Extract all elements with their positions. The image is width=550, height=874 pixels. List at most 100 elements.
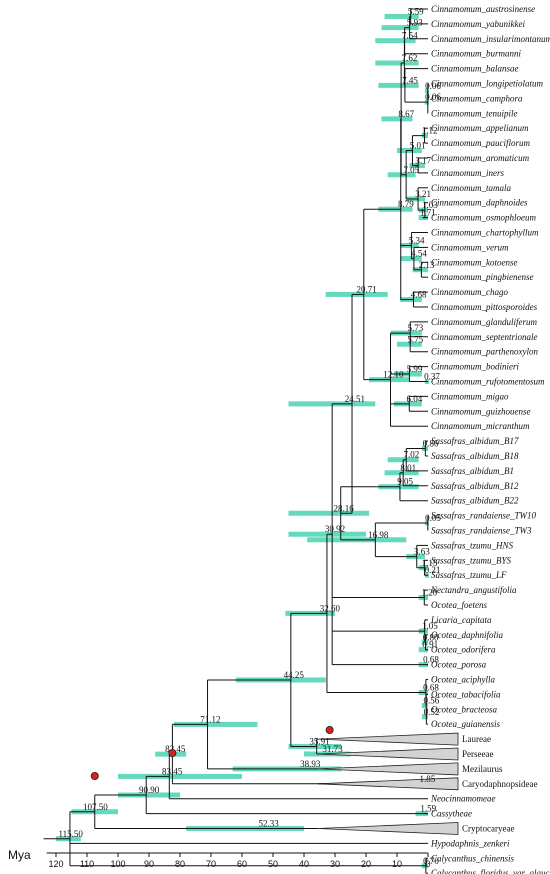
- tip-label-cinnamomum-verum: Cinnamomum_verum: [431, 242, 509, 252]
- node-age-label: 3.17: [415, 155, 431, 165]
- collapsed-clade-triangle: [317, 732, 459, 746]
- tip-label-mezilaurus: Mezilaurus: [462, 764, 503, 774]
- tip-label-laureae: Laureae: [462, 734, 491, 744]
- tip-label-cinnamomum-pauciflorum: Cinnamomum_pauciflorum: [431, 138, 531, 148]
- node-age-label: 9.05: [397, 477, 413, 487]
- hpd-bar: [424, 88, 429, 94]
- tip-label-sassafras-albidum-b18: Sassafras_albidum_B18: [431, 451, 519, 461]
- tip-label-ocotea-daphnifolia: Ocotea_daphnifolia: [431, 630, 503, 640]
- node-age-label: 28.16: [333, 503, 354, 513]
- node-age-label: 52.33: [259, 819, 280, 829]
- tip-label-cinnamomum-insularimontanum: Cinnamomum_insularimontanum: [431, 34, 550, 44]
- collapsed-clade-triangle: [317, 747, 459, 761]
- node-age-labels: 5.59 5.93 7.54 0.060.06 7.45 7.62 1.12 3.17 5.01…: [59, 6, 442, 865]
- node-age-label: 0.05: [425, 513, 441, 523]
- tip-label-cinnamomum-camphora: Cinnamomum_camphora: [431, 93, 523, 103]
- tip-label-cinnamomum-burmanni: Cinnamomum_burmanni: [431, 49, 522, 59]
- node-age-label: 5.93: [407, 18, 423, 28]
- tip-label-sassafras-tzumu-bys: Sassafras_tzumu_BYS: [431, 555, 512, 565]
- node-age-label: 5.73: [407, 323, 423, 333]
- node-age-label: 7.62: [402, 53, 418, 63]
- node-age-label: 107.50: [83, 802, 108, 812]
- tip-labels: Cinnamomum_austrosinense Cinnamomum_yabun…: [430, 4, 550, 874]
- tip-label-cinnamomum-yabunikkei: Cinnamomum_yabunikkei: [431, 19, 525, 29]
- node-age-label: 30.92: [325, 524, 345, 534]
- node-age-label: 0.06: [425, 81, 441, 91]
- node-age-label: 0.70: [423, 856, 439, 866]
- hpd-bar: [375, 60, 419, 66]
- node-age-label: 1.20: [422, 588, 438, 598]
- tip-label-sassafras-tzumu-lf: Sassafras_tzumu_LF: [431, 570, 507, 580]
- node-age-label: 0.21: [425, 565, 441, 575]
- node-age-label: 5.75: [407, 334, 423, 344]
- node-age-label: 31.73: [322, 744, 343, 754]
- hpd-bar: [421, 714, 428, 720]
- tip-label-sassafras-tzumu-hns: Sassafras_tzumu_HNS: [431, 540, 514, 550]
- node-age-label: 90.90: [139, 785, 160, 795]
- tip-label-sassafras-albidum-b1: Sassafras_albidum_B1: [431, 466, 514, 476]
- calibration-point-marker: [90, 772, 99, 781]
- tip-label-calycanthus-chinensis: Calycanthus_chinensis: [431, 853, 514, 863]
- tip-label-cinnamomum-appelianum: Cinnamomum_appelianum: [431, 123, 529, 133]
- node-age-label: 0.80: [423, 632, 439, 642]
- tip-label-cryptocaryeae: Cryptocaryeae: [462, 824, 514, 834]
- node-age-label: 82.45: [165, 744, 186, 754]
- node-age-label: 71.12: [200, 714, 220, 724]
- node-age-label: 38.93: [300, 759, 321, 769]
- node-age-label: 5.99: [407, 364, 423, 374]
- tip-label-licaria-capitata: Licaria_capitata: [430, 615, 492, 625]
- node-age-label: 24.51: [345, 394, 365, 404]
- axis-unit-label: Mya: [8, 848, 31, 862]
- hpd-bar: [378, 82, 419, 88]
- node-age-label: 7.54: [402, 31, 418, 41]
- tip-label-cinnamomum-balansae: Cinnamomum_balansae: [431, 64, 519, 74]
- hpd-bar: [288, 510, 370, 516]
- node-age-label: 0.86: [423, 439, 439, 449]
- node-age-label: 0.06: [425, 92, 441, 102]
- tip-label-ocotea-foetens: Ocotea_foetens: [431, 600, 487, 610]
- node-age-label: 8.79: [398, 199, 414, 209]
- tip-label-hypodaphnis-zenkeri: Hypodaphnis_zenkeri: [430, 838, 510, 848]
- tip-label-calycanthus-floridus-var-glaucus: Calycanthus_floridus_var_glaucus: [431, 868, 550, 874]
- collapsed-clade-triangle: [317, 777, 459, 791]
- axis-tick-label: 120: [48, 859, 63, 869]
- node-age-label: 3.63: [414, 547, 430, 557]
- tip-label-cinnamomum-migao: Cinnamomum_migao: [431, 391, 509, 401]
- node-age-label: 16.98: [368, 530, 389, 540]
- node-age-label: 3.21: [415, 189, 431, 199]
- axis-tick-label: 0: [425, 859, 430, 869]
- node-age-label: 4.68: [411, 290, 427, 300]
- node-age-label: 8.67: [398, 109, 414, 119]
- tip-label-caryodaphnopsideae: Caryodaphnopsideae: [462, 779, 537, 789]
- axis-tick-label: 40: [299, 859, 309, 869]
- node-age-label: 8.01: [400, 463, 416, 473]
- node-age-label: 2.13: [419, 260, 435, 270]
- node-age-label: 0.91: [422, 640, 438, 650]
- tip-label-cinnamomum-longipetiolatum: Cinnamomum_longipetiolatum: [431, 79, 543, 89]
- collapsed-clade-triangle: [317, 822, 459, 835]
- tree-branches: [43, 8, 429, 874]
- axis-tick-label: 70: [206, 859, 216, 869]
- node-age-label: 5.01: [410, 141, 426, 151]
- node-age-label: 35.91: [309, 737, 329, 747]
- node-age-label: 32.60: [320, 603, 341, 613]
- tip-label-cinnamomum-rufotomentosum: Cinnamomum_rufotomentosum: [431, 377, 545, 387]
- node-age-label: 12.10: [383, 370, 404, 380]
- node-age-label: 4.54: [411, 249, 427, 259]
- node-age-label: 0.68: [423, 655, 439, 665]
- node-age-label: 0.56: [424, 696, 440, 706]
- tip-label-ocotea-guianensis: Ocotea_guianensis: [431, 719, 500, 729]
- node-age-label: 7.45: [402, 75, 418, 85]
- tip-label-cinnamomum-tenuipile: Cinnamomum_tenuipile: [431, 108, 518, 118]
- tip-label-cinnamomum-septentrionale: Cinnamomum_septentrionale: [431, 332, 538, 342]
- tip-label-cinnamomum-chartophyllum: Cinnamomum_chartophyllum: [431, 228, 539, 238]
- hpd-bar: [397, 341, 422, 347]
- collapsed-clade-triangle: [317, 762, 459, 776]
- axis-tick-label: 30: [330, 859, 340, 869]
- node-age-label: 1.85: [420, 774, 436, 784]
- axis-tick-label: 20: [361, 859, 371, 869]
- tip-label-ocotea-aciphylla: Ocotea_aciphylla: [431, 675, 495, 685]
- tip-label-sassafras-albidum-b17: Sassafras_albidum_B17: [431, 436, 519, 446]
- tip-label-cinnamomum-osmophloeum: Cinnamomum_osmophloeum: [431, 213, 536, 223]
